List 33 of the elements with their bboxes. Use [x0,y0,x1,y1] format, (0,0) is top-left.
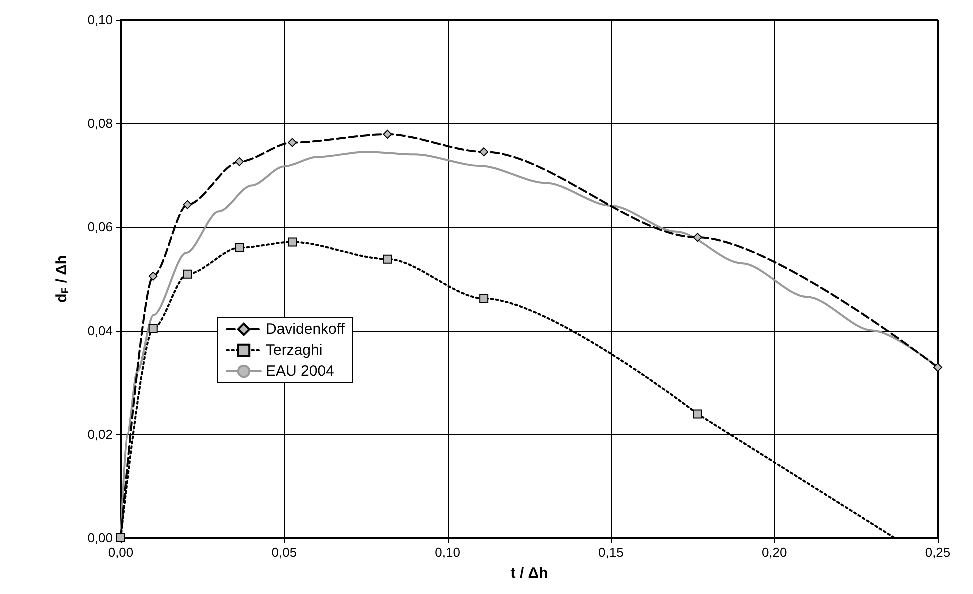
point [288,138,298,148]
y-tick-label: 0,06 [88,220,113,235]
y-tick-label: 0,02 [88,426,113,442]
legend-label: Davidenkoff [266,321,346,338]
x-tick-label: 0,15 [598,545,624,560]
x-tick-label: 0,20 [762,545,788,560]
x-axis-title: t / Δh [510,565,548,582]
point [116,534,126,542]
point [148,272,158,281]
legend-label: EAU 2004 [266,363,334,380]
point [235,243,244,252]
y-axis-title: dF / Δh [54,255,72,303]
x-tick-label: 0,00 [108,545,134,560]
y-tick-label: 0,00 [88,530,113,546]
y-tick-label: 0,04 [88,323,113,338]
point [383,130,392,139]
x-tick-label: 0,10 [435,545,460,560]
point [183,200,192,210]
point [288,238,298,247]
point [480,148,489,157]
x-tick-label: 0,05 [272,545,298,560]
point [148,324,158,334]
point [235,157,244,166]
point [693,233,702,242]
y-tick-label: 0,10 [88,12,113,28]
x-tick-label: 0,25 [925,545,951,560]
y-tick-label: 0,08 [88,116,113,132]
point [480,294,489,304]
point [934,363,942,372]
point [693,410,702,419]
point [183,270,192,279]
legend-label: Terzaghi [266,342,323,359]
point [383,254,392,264]
